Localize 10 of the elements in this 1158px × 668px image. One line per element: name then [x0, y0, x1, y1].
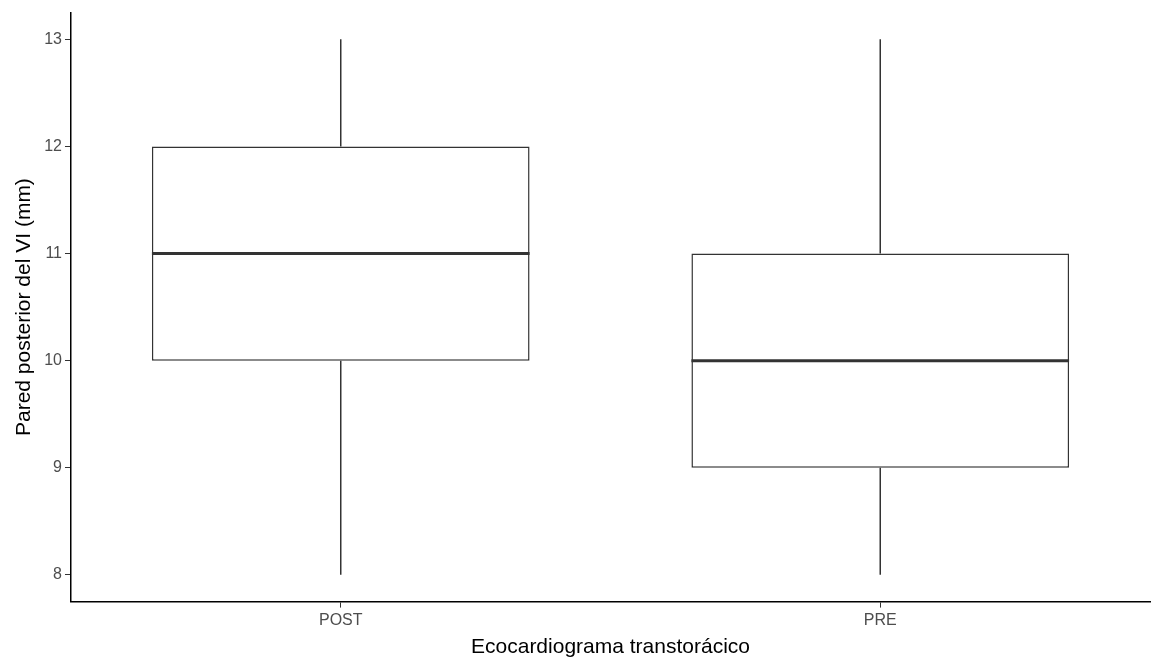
y-tick-label: 11 — [45, 243, 63, 261]
y-tick-label: 13 — [44, 29, 63, 47]
x-tick-label: POST — [318, 610, 363, 628]
y-tick-label: 9 — [53, 458, 63, 476]
y-axis-title: Pared posterior del VI (mm) — [11, 178, 35, 437]
x-axis-title: Ecocardiograma transtorácico — [471, 634, 750, 658]
y-tick-label: 10 — [44, 351, 63, 369]
y-tick-label: 12 — [44, 136, 63, 154]
y-tick-label: 8 — [53, 565, 63, 583]
x-tick-label: PRE — [863, 610, 897, 628]
